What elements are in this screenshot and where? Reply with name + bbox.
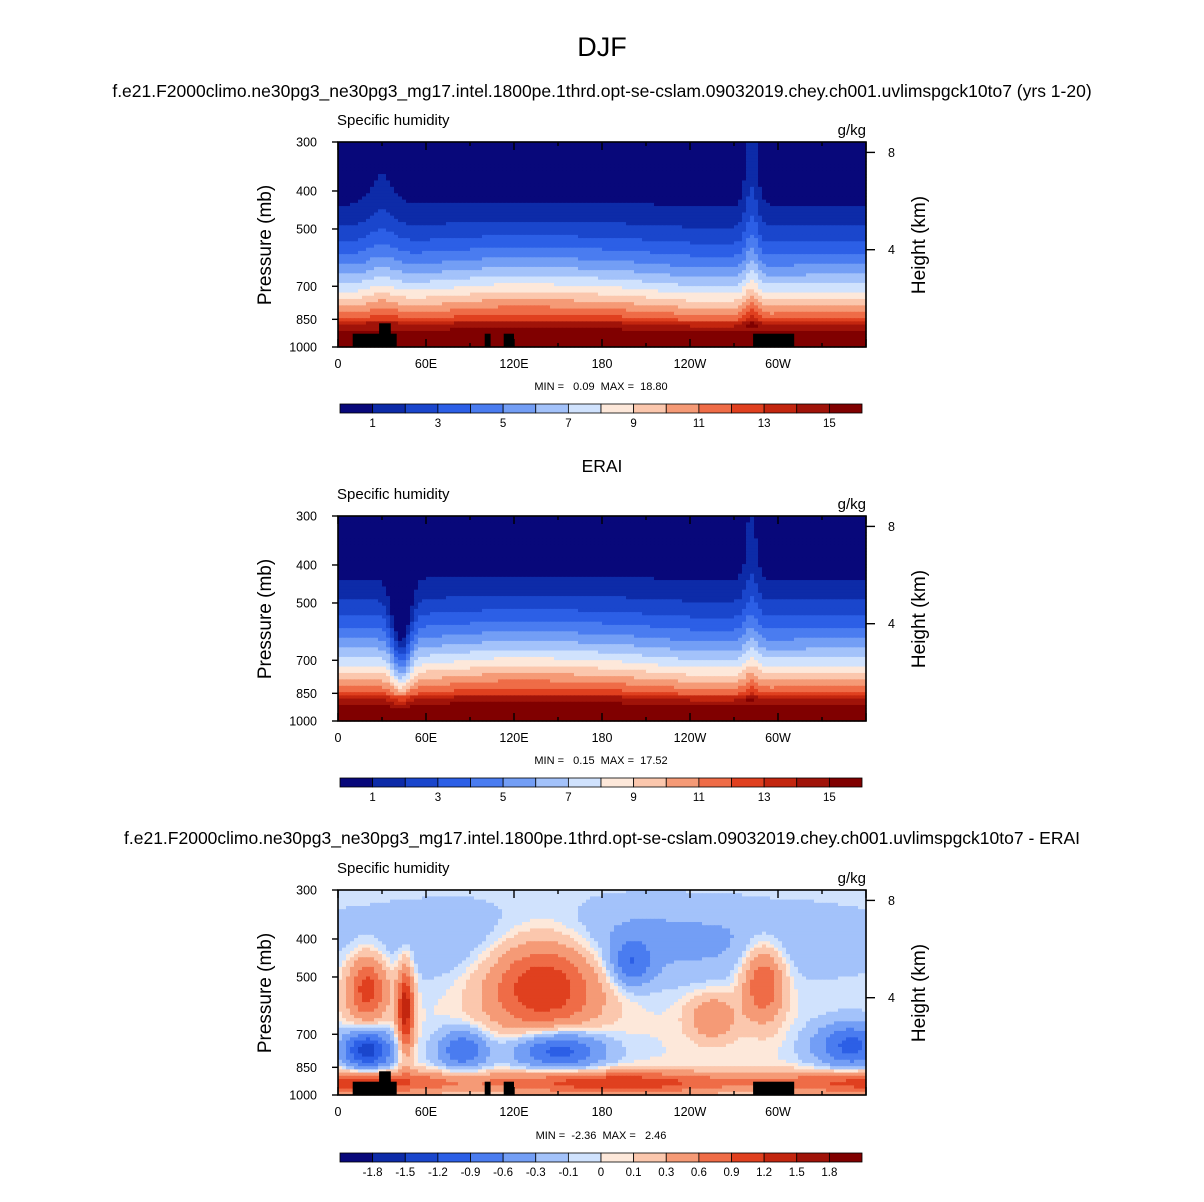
panel-model-title: f.e21.F2000climo.ne30pg3_ne30pg3_mg17.in… xyxy=(112,81,1091,102)
page-title: DJF xyxy=(577,32,627,62)
panel-model: f.e21.F2000climo.ne30pg3_ne30pg3_mg17.in… xyxy=(112,81,1091,430)
panel-model-field xyxy=(338,142,867,348)
panel-model-left-title: Specific humidity xyxy=(337,112,450,129)
panel-model-unit: g/kg xyxy=(838,122,866,139)
